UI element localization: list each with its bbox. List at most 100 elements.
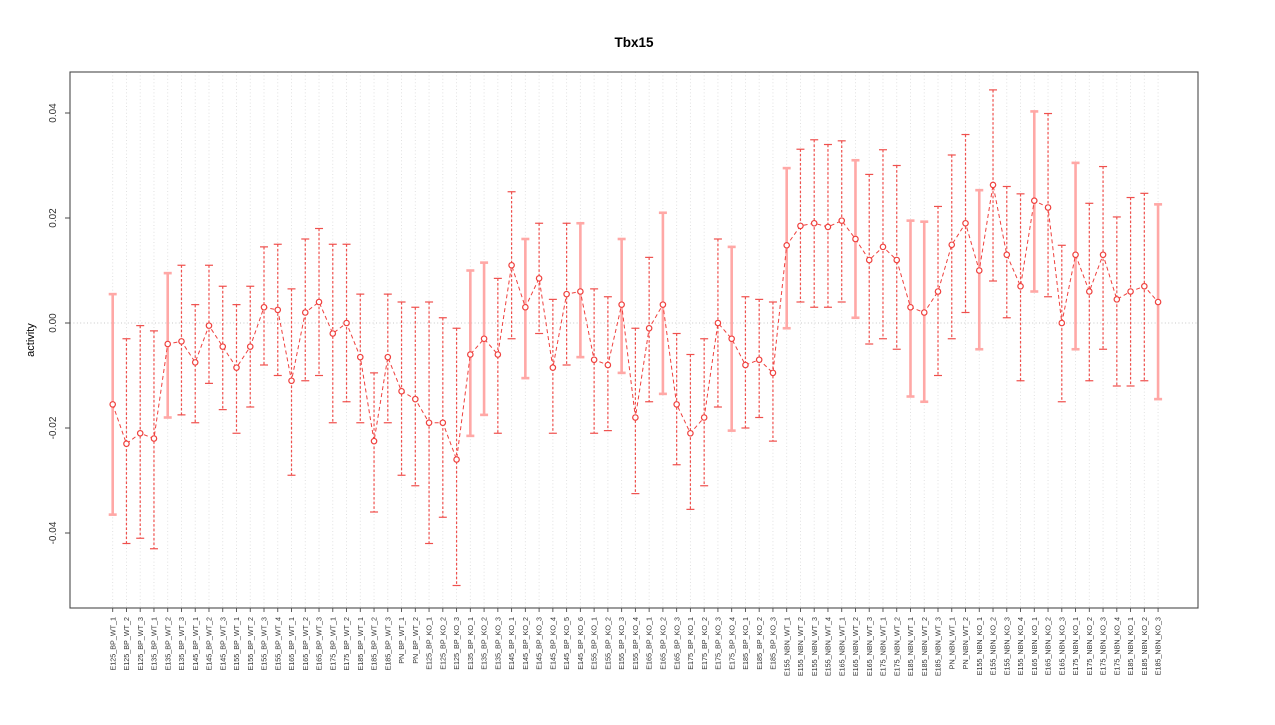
data-point: [618, 301, 625, 308]
x-tick-label: E125_BP_WT_2: [122, 617, 131, 671]
data-point: [742, 361, 749, 369]
data-point: [824, 223, 832, 231]
x-tick-label: E145_BP_KO_2: [521, 617, 530, 670]
x-tick-label: E155_NBN_WT_1: [782, 617, 791, 676]
x-tick-label: E145_BP_KO_1: [507, 617, 516, 670]
data-point: [645, 324, 653, 332]
data-point: [1099, 251, 1107, 259]
x-tick-label: E145_BP_KO_5: [562, 617, 571, 670]
y-tick-label: 0.00: [48, 313, 59, 333]
x-tick-label: E165_NBN_KO_3: [1057, 617, 1066, 675]
x-tick-label: E135_BP_WT_3: [177, 617, 186, 671]
x-tick-label: E125_BP_WT_3: [136, 617, 145, 671]
plot-box: [69, 71, 1199, 609]
x-tick-label: E145_BP_WT_2: [205, 617, 214, 671]
x-tick-label: E175_BP_WT_1: [328, 617, 337, 671]
x-tick-label: E185_BP_WT_1: [356, 617, 365, 671]
data-point: [632, 414, 639, 421]
x-tick-label: E175_BP_KO_1: [686, 617, 695, 670]
x-tick-label: E155_NBN_WT_3: [810, 617, 819, 676]
data-point: [123, 440, 130, 448]
x-tick-label: E185_NBN_WT_3: [934, 617, 943, 676]
x-tick-label: E175_NBN_KO_4: [1112, 617, 1121, 675]
data-point: [783, 242, 790, 249]
data-point: [480, 335, 488, 343]
x-tick-label: E145_BP_KO_6: [576, 617, 585, 670]
data-point: [962, 219, 969, 227]
data-point: [1003, 251, 1011, 259]
data-point: [1154, 298, 1162, 306]
x-tick-label: E155_BP_KO_4: [631, 617, 640, 670]
x-tick-label: E135_BP_WT_2: [163, 617, 172, 671]
x-tick-label: E145_BP_KO_4: [548, 617, 557, 670]
data-point: [755, 356, 763, 364]
data-point: [398, 387, 405, 395]
data-point: [164, 340, 172, 348]
x-tick-label: E185_BP_KO_3: [769, 617, 778, 670]
x-tick-label: E155_NBN_KO_2: [989, 617, 998, 675]
data-point: [1058, 319, 1066, 327]
data-point: [577, 288, 584, 295]
data-point: [356, 353, 364, 361]
x-tick-label: E155_BP_WT_2: [246, 617, 255, 671]
x-tick-label: E185_NBN_KO_1: [1126, 617, 1135, 675]
data-point: [288, 377, 295, 385]
data-point: [467, 351, 474, 358]
data-point: [453, 456, 460, 463]
x-tick-label: E165_BP_WT_2: [301, 617, 310, 671]
x-tick-label: E125_BP_KO_1: [425, 617, 434, 670]
data-point: [907, 303, 914, 311]
data-point: [109, 401, 117, 408]
x-tick-label: E165_BP_WT_1: [287, 617, 296, 671]
x-tick-label: E155_BP_WT_1: [232, 617, 241, 671]
data-point: [301, 309, 309, 316]
data-point: [425, 419, 433, 427]
data-point: [508, 261, 515, 269]
data-point: [412, 395, 419, 403]
data-point: [893, 256, 901, 264]
data-point: [191, 359, 199, 366]
data-point: [1030, 197, 1038, 204]
x-tick-label: E175_NBN_WT_2: [892, 617, 901, 676]
y-tick-label: -0.02: [48, 416, 59, 439]
data-point: [549, 364, 557, 371]
data-point: [274, 306, 282, 314]
data-point: [604, 361, 612, 369]
data-point: [920, 309, 928, 316]
x-tick-label: E175_BP_KO_3: [714, 617, 723, 670]
data-point: [714, 319, 722, 327]
x-tick-label: E125_BP_WT_1: [108, 617, 117, 671]
plot-area: -0.04 -0.02 0.00 0.02 0.04 E125_BP_WT_1 E125_B…: [48, 71, 1199, 676]
x-tick-label: PN_BP_WT_2: [411, 617, 420, 664]
data-point: [178, 338, 185, 345]
data-point: [590, 356, 598, 364]
x-tick-label: E155_BP_WT_3: [260, 617, 269, 671]
x-tick-label: E145_BP_WT_3: [218, 617, 227, 671]
data-point: [879, 243, 887, 251]
x-tick-label: E135_BP_WT_1: [150, 617, 159, 671]
y-axis-label: activity: [25, 323, 37, 357]
data-point: [384, 353, 392, 361]
data-point: [865, 256, 873, 264]
data-point: [329, 330, 337, 337]
x-tick-label: E165_NBN_WT_3: [865, 617, 874, 676]
data-point: [810, 219, 818, 227]
x-tick-label: E135_BP_KO_1: [466, 617, 475, 670]
data-point: [728, 335, 735, 343]
data-point: [219, 343, 227, 350]
data-point: [1086, 288, 1093, 295]
x-tick-label: E145_BP_WT_1: [191, 617, 200, 671]
data-point: [838, 217, 846, 224]
data-point: [315, 298, 323, 306]
x-tick-label: E155_NBN_KO_1: [975, 617, 984, 675]
x-tick-label: E125_BP_KO_2: [438, 617, 447, 670]
data-point: [343, 319, 350, 327]
data-point: [769, 369, 777, 377]
y-tick-label: 0.02: [48, 208, 59, 228]
x-tick-label: PN_BP_WT_1: [397, 617, 406, 664]
x-tick-label: PN_NBN_WT_1: [947, 617, 956, 669]
data-point: [934, 288, 942, 295]
data-point: [1017, 282, 1024, 290]
x-tick-label: E165_BP_WT_3: [315, 617, 324, 671]
